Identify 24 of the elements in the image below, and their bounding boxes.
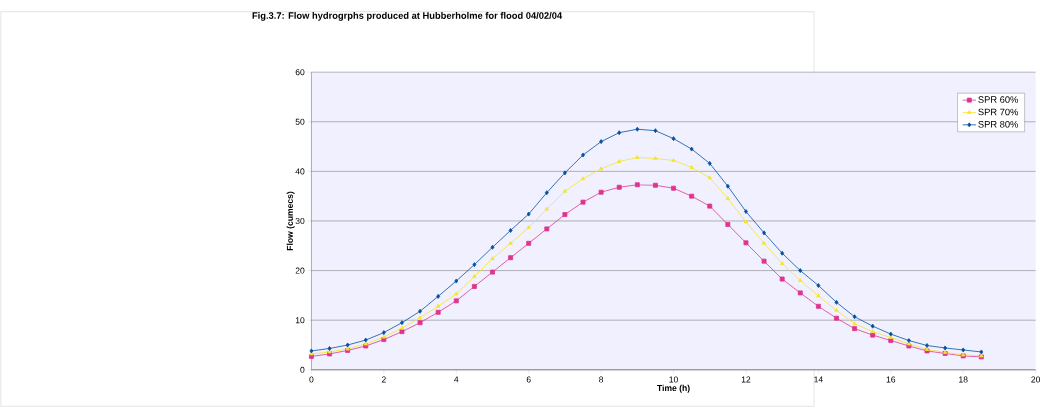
y-tick-label: 50 bbox=[295, 118, 305, 125]
x-tick-label: 14 bbox=[814, 376, 823, 383]
x-tick-label: 16 bbox=[886, 376, 896, 383]
y-tick-label: 30 bbox=[295, 217, 305, 225]
legend-label: SPR 80% bbox=[978, 121, 1019, 128]
x-tick-label: 0 bbox=[309, 376, 314, 383]
y-tick-label: 10 bbox=[295, 317, 305, 324]
x-tick-label: 6 bbox=[526, 376, 531, 383]
y-axis-title: Flow (cumecs) bbox=[286, 191, 295, 251]
x-tick-label: 10 bbox=[669, 376, 678, 383]
y-tick-label: 40 bbox=[295, 168, 305, 175]
legend-label: SPR 70% bbox=[978, 108, 1019, 116]
x-tick-label: 2 bbox=[381, 376, 386, 383]
x-tick-label: 12 bbox=[741, 376, 751, 383]
x-axis-title: Time (h) bbox=[657, 384, 690, 393]
y-tick-label: 60 bbox=[295, 69, 305, 76]
x-tick-label: 20 bbox=[1031, 376, 1041, 383]
legend-label: SPR 60% bbox=[978, 96, 1019, 103]
y-tick-label: 20 bbox=[295, 267, 305, 274]
y-tick-label: 0 bbox=[300, 366, 305, 373]
chart-title: Fig.3.7: Flow hydrogrphs produced at Hubberholme for flood 04/02/04 bbox=[252, 12, 563, 21]
x-tick-label: 8 bbox=[599, 376, 604, 383]
x-tick-label: 18 bbox=[959, 376, 968, 383]
x-tick-label: 4 bbox=[454, 376, 459, 383]
